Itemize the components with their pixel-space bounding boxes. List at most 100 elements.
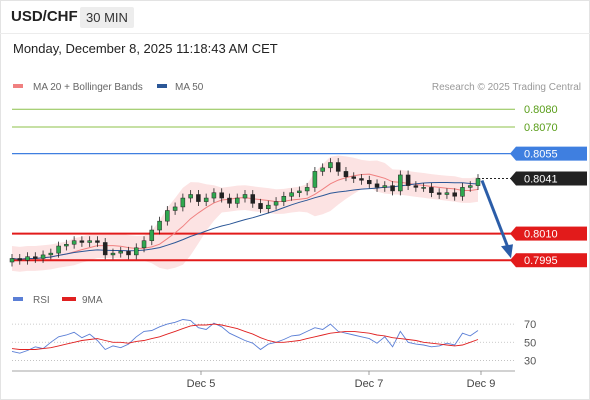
level-tag-0.8010 [516,226,587,241]
level-tag-0.8041 [516,171,587,186]
candle-body [40,254,46,259]
time-tick-label: Dec 7 [355,378,384,390]
candle-body [165,210,170,222]
time-tick-label: Dec 5 [187,378,216,390]
candle-body [359,178,364,181]
candle-body [273,201,279,206]
candle-body [33,256,38,259]
candle-body [95,240,100,243]
candle-body [405,174,411,186]
candle-body [17,258,23,261]
candle-body [452,192,457,197]
candle-body [87,240,92,243]
candle-body [258,203,263,209]
time-tick-label: Dec 9 [467,378,496,390]
candle-body [9,258,15,263]
level-tag-arrow-0.7995 [510,253,516,268]
candle-body [64,243,69,247]
candle-body [102,242,108,256]
candle-body [390,185,395,192]
candle-body [234,197,240,204]
rsi-tick-label: 70 [524,319,536,331]
ma9-legend-label: 9MA [82,295,103,306]
candle-body [335,162,341,172]
candle-body [203,197,209,202]
candle-body [281,196,287,202]
candle-body [312,171,318,188]
rsi-panel: 70 50 30 [11,319,536,367]
ma50-legend-label: MA 50 [175,82,204,93]
candle-body [444,192,450,195]
rsi-tick-label: 30 [524,355,536,367]
candle-body [227,197,232,204]
timeframe-badge[interactable]: 30 MIN [80,7,134,28]
candle-body [157,220,162,231]
forecast-arrow-shaft [480,179,511,251]
candle-body [110,252,116,256]
candle-body [211,192,217,199]
candle-body [374,183,380,188]
candle-body [367,180,372,185]
candle-body [79,240,85,243]
candle-body [71,240,77,245]
candle-body [134,247,139,256]
candle-body [196,194,201,202]
level-tag-0.8055 [516,146,587,161]
candle-body [149,229,155,241]
credit-label: Research © 2025 Trading Central [432,82,581,93]
level-label-0.8055: 0.8055 [524,149,558,161]
candle-body [343,171,349,177]
candle-body [56,245,61,254]
candle-body [172,206,178,211]
candle-body [25,256,30,261]
candle-body [304,187,310,192]
candle-body [475,178,481,186]
candle-body [266,204,271,209]
candle-body [382,185,388,188]
level-label-0.8010: 0.8010 [524,229,558,241]
candle-body [320,167,325,172]
datetime-label: Monday, December 8, 2025 11:18:43 AM CET [13,41,278,56]
candle-body [297,190,302,193]
symbol-title: USD/CHF [11,8,78,25]
candle-body [436,192,442,195]
rsi-series-9ma [11,323,479,350]
ma9-legend-swatch [62,297,76,301]
candle-body [398,174,403,192]
price-panel: 0.8080 0.8070 0.8055 0.8041 0.8010 0.7995 [9,104,587,272]
candle-body [188,194,193,199]
candle-body [328,162,333,169]
level-label-0.8080: 0.8080 [524,104,558,116]
candle-body [250,194,256,204]
candle-body [118,251,123,254]
rsi-series-rsi [11,319,479,354]
level-label-0.7995: 0.7995 [524,255,558,267]
candle-body [48,252,54,256]
candle-body [421,187,426,189]
level-tag-0.7995 [516,253,587,268]
rsi-tick-label: 50 [524,337,536,349]
candle-body [289,192,294,197]
time-axis: Dec 5 Dec 7 Dec 9 [12,370,515,390]
candle-body [219,192,224,199]
candle-body [429,187,434,193]
ma20-legend-label: MA 20 + Bollinger Bands [33,82,143,93]
ma50-legend-swatch [157,84,167,88]
candle-body [242,194,248,199]
candle-body [413,185,419,188]
level-label-0.8070: 0.8070 [524,122,558,134]
candle-body [460,187,465,197]
forecast-arrow-head [501,244,513,259]
candle-body [180,197,186,208]
rsi-legend-label: RSI [33,295,50,306]
candle-body [141,240,147,249]
level-label-0.8041: 0.8041 [524,174,558,186]
level-tag-arrow-0.8055 [510,146,516,161]
candle-body [467,185,473,188]
level-tag-arrow-0.8010 [510,226,516,241]
rsi-legend-swatch [13,297,23,301]
candle-body [351,176,356,179]
header-divider [0,33,590,34]
